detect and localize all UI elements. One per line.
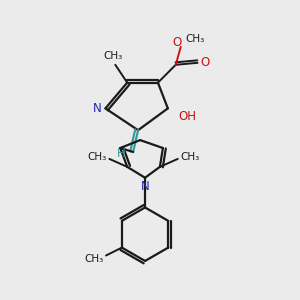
Text: H: H	[117, 148, 126, 160]
Text: CH₃: CH₃	[88, 152, 107, 162]
Text: OH: OH	[178, 110, 196, 123]
Text: N: N	[93, 102, 102, 115]
Text: N: N	[141, 180, 149, 193]
Text: CH₃: CH₃	[104, 51, 123, 61]
Text: CH₃: CH₃	[180, 152, 199, 162]
Text: O: O	[172, 37, 182, 50]
Text: O: O	[201, 56, 210, 69]
Text: CH₃: CH₃	[185, 34, 204, 44]
Text: CH₃: CH₃	[85, 254, 104, 265]
